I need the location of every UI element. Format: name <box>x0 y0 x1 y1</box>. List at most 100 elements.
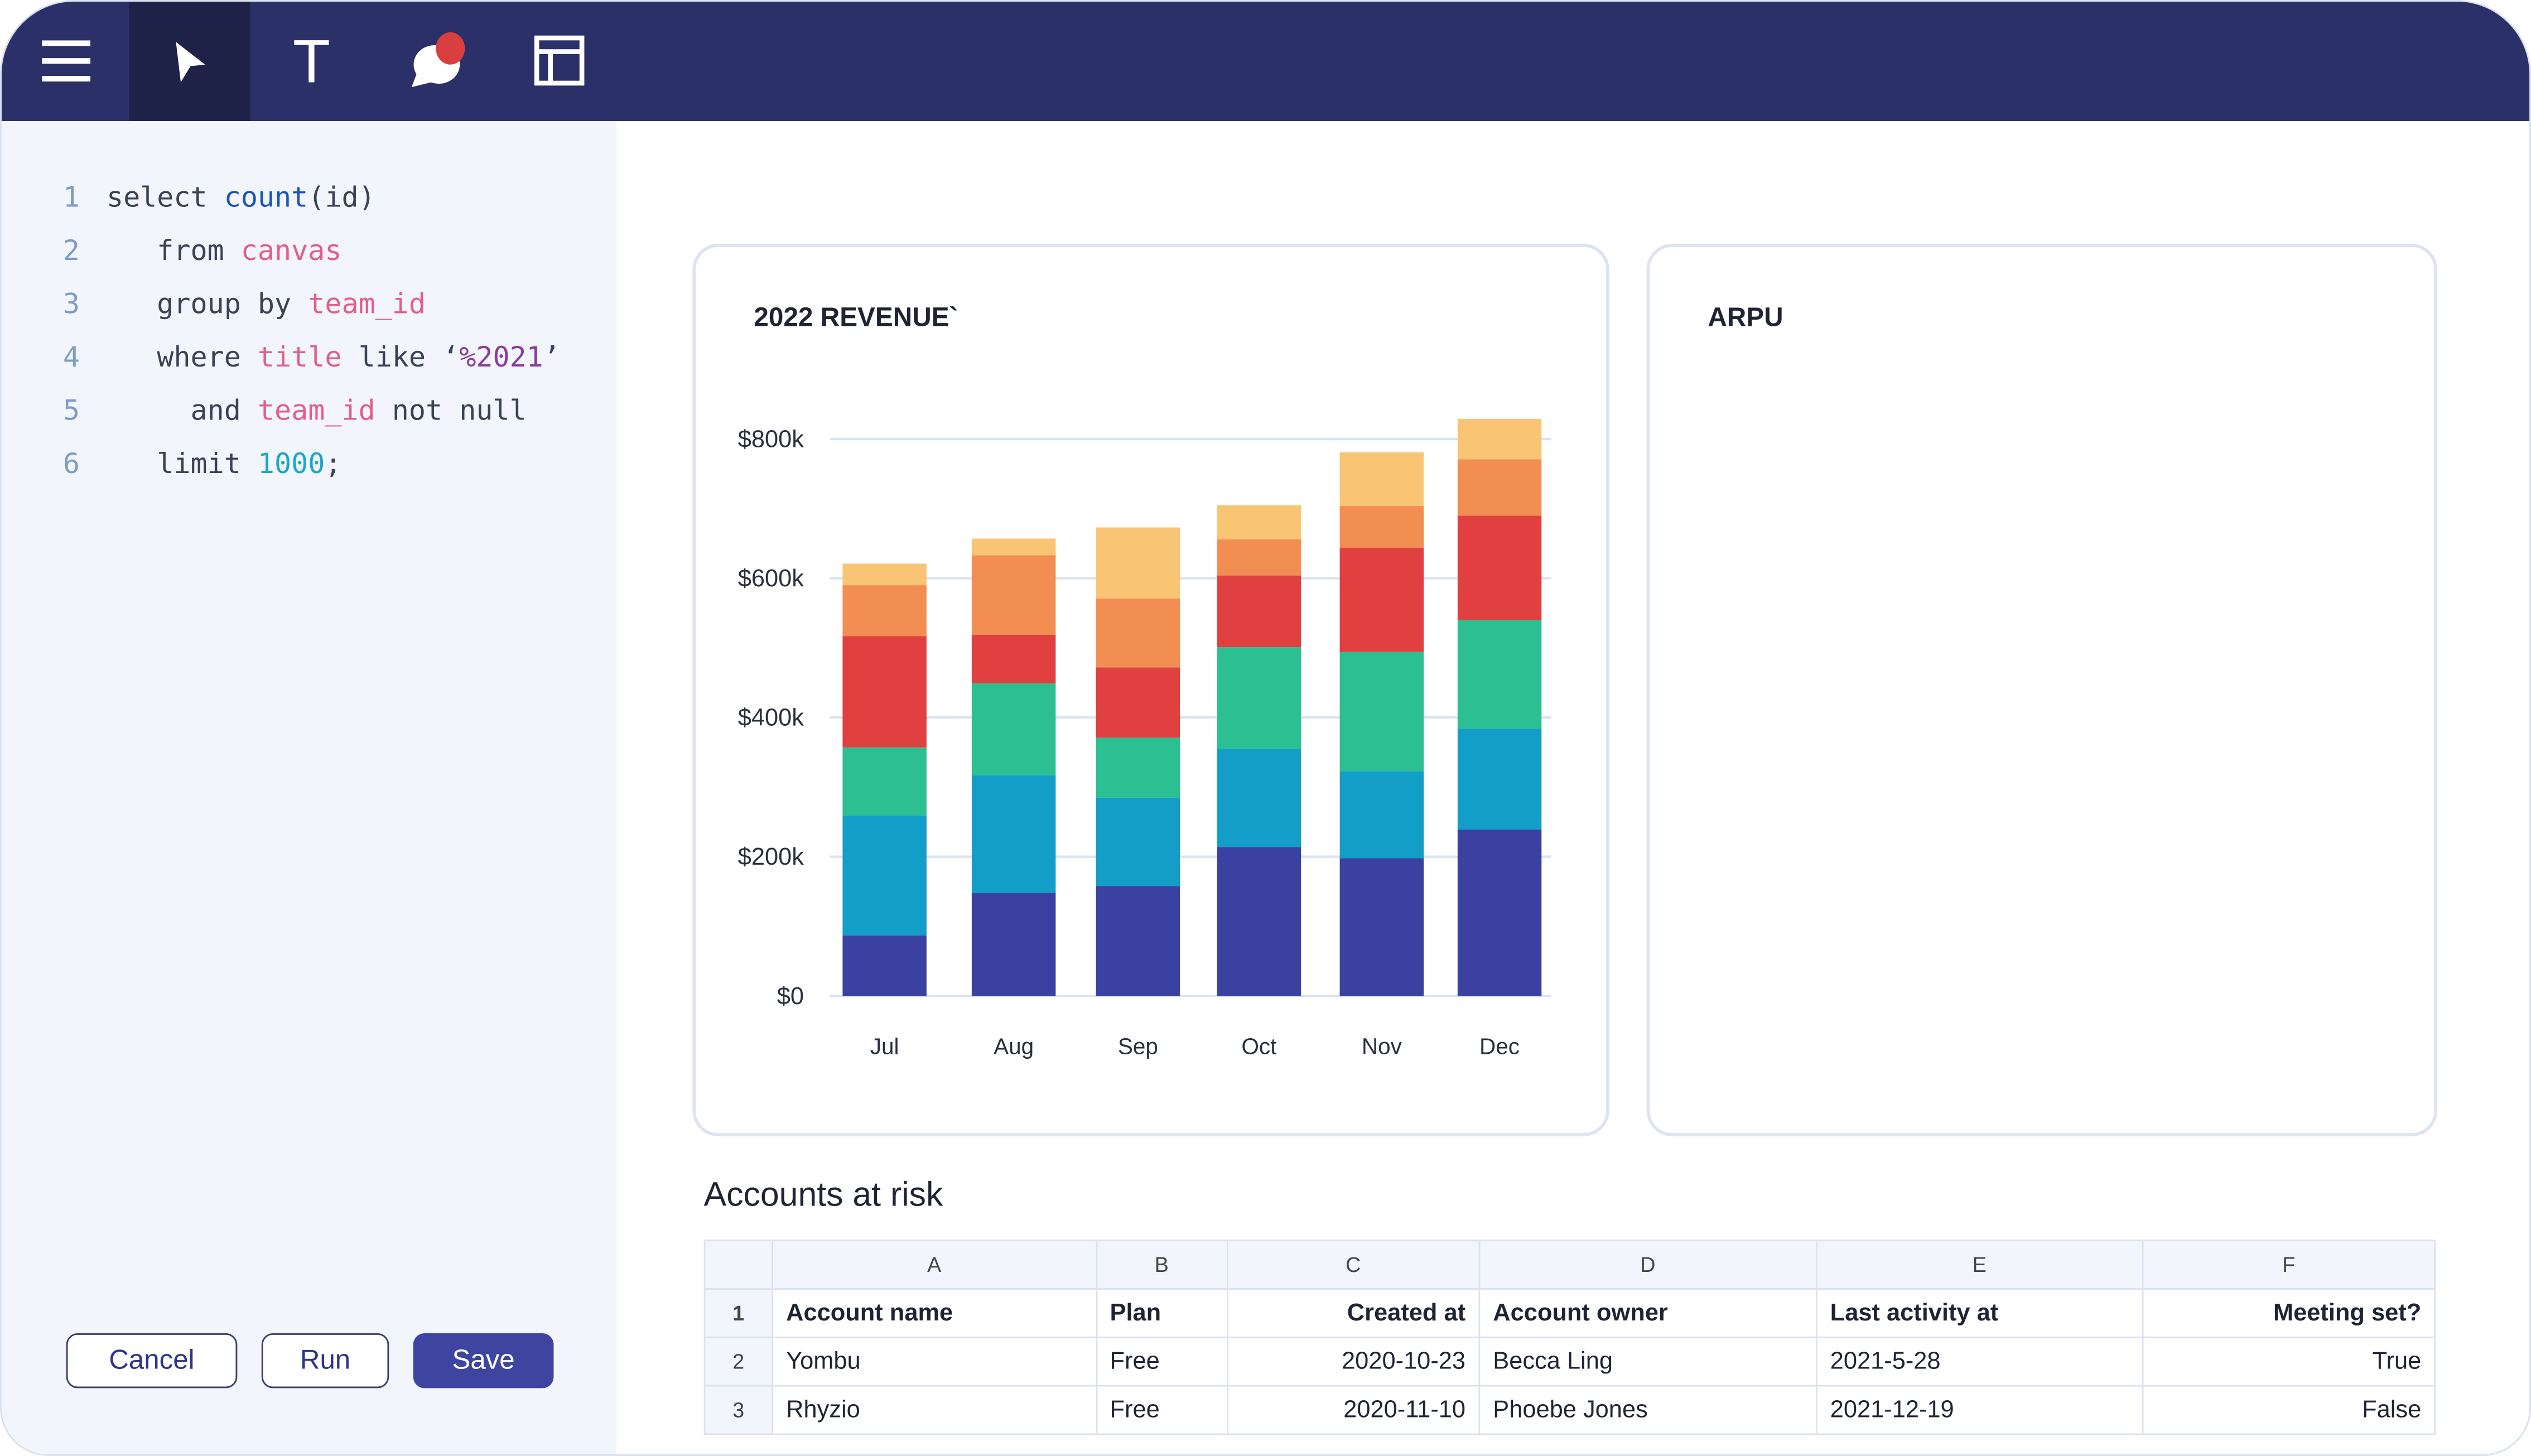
bar-segment <box>1339 771 1424 859</box>
bar-segment <box>971 634 1056 684</box>
code-token: canvas <box>240 235 342 268</box>
table-cell[interactable]: Rhyzio <box>772 1385 1097 1435</box>
bar-segment <box>971 775 1056 893</box>
table-cell[interactable]: Account name <box>772 1288 1097 1338</box>
line-number: 1 <box>62 182 80 215</box>
bar-segment <box>1457 620 1542 729</box>
x-tick-label: Nov <box>1362 1033 1402 1059</box>
bar-segment <box>842 585 927 637</box>
table-cell[interactable]: Meeting set? <box>2142 1288 2436 1338</box>
code-token: ’ <box>543 342 560 375</box>
bar-segment <box>1457 418 1542 460</box>
column-header[interactable]: A <box>772 1240 1097 1290</box>
table-cell[interactable]: Free <box>1095 1385 1228 1435</box>
bar-segment <box>1217 749 1301 847</box>
table-cell[interactable]: 2021-5-28 <box>1815 1336 2144 1387</box>
bar-segment <box>971 683 1056 775</box>
x-tick-label: Jul <box>870 1033 899 1059</box>
table-cell[interactable]: Created at <box>1226 1288 1481 1338</box>
bar-segment <box>1457 515 1542 620</box>
table-cell[interactable]: Last activity at <box>1815 1288 2144 1338</box>
line-number: 3 <box>62 288 80 321</box>
code-line: where title like ‘%2021’ <box>107 336 560 389</box>
table-tool[interactable] <box>499 2 620 121</box>
bar-segment <box>1096 598 1180 668</box>
code-token: group by <box>106 288 308 321</box>
code-line: from canvas <box>107 229 342 282</box>
column-header[interactable]: C <box>1226 1240 1481 1290</box>
text-tool[interactable]: T <box>250 2 371 121</box>
table-cell[interactable]: 2020-11-10 <box>1226 1385 1481 1435</box>
pointer-tool[interactable] <box>129 1 250 122</box>
bar-segment <box>1339 452 1424 506</box>
table-cell[interactable]: False <box>2142 1385 2436 1435</box>
table-cell[interactable]: Phoebe Jones <box>1478 1385 1818 1435</box>
y-tick-label: $0 <box>777 983 804 1010</box>
code-line: select count(id) <box>107 176 375 229</box>
bar-segment <box>971 555 1056 635</box>
bar-segment <box>842 816 927 936</box>
table-cell[interactable]: Plan <box>1095 1288 1228 1338</box>
y-tick-label: $600k <box>738 565 804 592</box>
table-cell[interactable]: Account owner <box>1478 1288 1818 1338</box>
bar-segment <box>1096 797 1180 886</box>
bar-segment <box>1096 737 1180 798</box>
bar-segment <box>1339 858 1424 996</box>
notification-dot <box>435 32 464 65</box>
column-header[interactable]: F <box>2142 1240 2436 1290</box>
line-number: 4 <box>62 342 80 375</box>
bar-segment <box>1457 459 1542 516</box>
accounts-table: A B C D E F 1 Account name Plan Created at Account… <box>703 1240 2436 1435</box>
bar-segment <box>971 538 1056 556</box>
x-tick-label: Sep <box>1118 1033 1158 1059</box>
corner-cell <box>703 1240 773 1290</box>
comment-tool[interactable] <box>376 2 497 121</box>
chart-title: 2022 REVENUE` <box>754 303 958 333</box>
code-token: 1000 <box>257 449 325 481</box>
row-number[interactable]: 1 <box>703 1288 773 1338</box>
line-number: 5 <box>62 395 80 428</box>
save-button[interactable]: Save <box>413 1333 554 1388</box>
code-line: limit 1000; <box>106 442 341 495</box>
chart-title: ARPU <box>1708 303 1783 333</box>
table-cell[interactable]: 2021-12-19 <box>1815 1385 2144 1435</box>
column-header[interactable]: E <box>1815 1240 2144 1290</box>
bar-segment <box>1217 505 1301 539</box>
bar-segment <box>1339 547 1424 652</box>
run-button[interactable]: Run <box>261 1333 389 1388</box>
table-cell[interactable]: 2020-10-23 <box>1226 1336 1481 1387</box>
menu-icon <box>41 40 90 82</box>
code-token: not null <box>375 395 527 428</box>
column-header[interactable]: D <box>1478 1240 1818 1290</box>
table-cell[interactable]: True <box>2142 1336 2436 1387</box>
row-number[interactable]: 3 <box>703 1385 773 1435</box>
cancel-button[interactable]: Cancel <box>66 1333 238 1388</box>
table-cell[interactable]: Yombu <box>772 1336 1097 1387</box>
pointer-icon <box>175 42 205 83</box>
table-row: 1 Account name Plan Created at Account owner… <box>703 1288 2436 1338</box>
column-header[interactable]: B <box>1095 1240 1228 1290</box>
bar-segment <box>842 636 927 748</box>
x-tick-label: Oct <box>1241 1033 1276 1059</box>
code-token: where <box>106 342 258 375</box>
code-token: team_id <box>308 288 426 321</box>
bar-segment <box>1339 505 1424 548</box>
y-tick-label: $200k <box>738 843 804 870</box>
bar-segment <box>842 747 927 816</box>
bar-segment <box>1339 652 1424 772</box>
code-token: limit <box>106 449 258 481</box>
bar-segment <box>842 935 927 996</box>
bar-segment <box>842 563 927 586</box>
bar-segment <box>1457 830 1542 996</box>
table-cell[interactable]: Becca Ling <box>1478 1336 1818 1387</box>
bar-segment <box>1217 847 1301 996</box>
table-cell[interactable]: Free <box>1095 1336 1228 1387</box>
bar-segment <box>1217 647 1301 749</box>
toolbar: T <box>1 1 2530 122</box>
section-title: Accounts at risk <box>703 1177 943 1214</box>
row-number[interactable]: 2 <box>703 1336 773 1387</box>
comment-icon <box>411 32 464 88</box>
line-number: 6 <box>62 449 80 481</box>
menu-button[interactable] <box>7 2 128 121</box>
